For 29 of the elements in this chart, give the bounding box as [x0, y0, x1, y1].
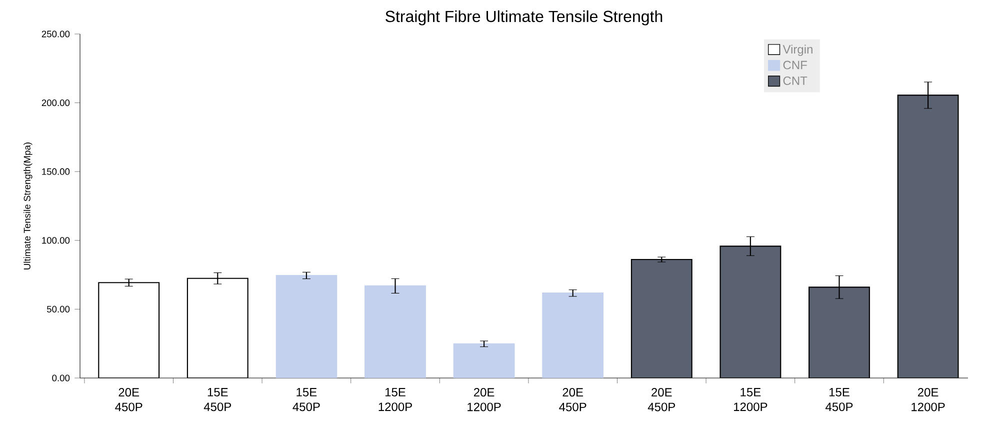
- x-tick-label: 20E 1200P: [468, 388, 501, 412]
- bar: [276, 274, 338, 378]
- y-tick-label: 100.00: [42, 237, 70, 244]
- x-tick-label: 15E 1200P: [378, 388, 412, 412]
- legend-label: Virgin: [782, 44, 812, 56]
- bar: [808, 286, 870, 378]
- x-tick-label: 20E 1200P: [912, 388, 945, 412]
- x-tick-label: 20E 450P: [559, 388, 586, 412]
- x-tick-label: 15E 450P: [826, 388, 853, 412]
- legend-label: CNT: [783, 76, 808, 85]
- y-tick-label: 250.00: [42, 30, 70, 38]
- bar: [720, 246, 782, 378]
- y-tick-label: 150.00: [42, 168, 70, 175]
- y-tick-label: 0.00: [52, 374, 70, 382]
- x-tick-label: 15E 1200P: [734, 388, 768, 412]
- bar: [364, 285, 426, 378]
- x-tick-label: 20E 450P: [648, 388, 676, 412]
- bar: [630, 258, 692, 378]
- bar: [453, 343, 515, 378]
- y-tick-label: 50.00: [46, 306, 70, 312]
- legend-label: CNF: [783, 60, 807, 70]
- x-tick-label: 15E 450P: [204, 388, 232, 412]
- bar: [542, 292, 604, 378]
- y-axis-title: Ultimate Tensile Strength(Mpa): [24, 142, 32, 270]
- x-tick-label: 20E 450P: [115, 388, 142, 412]
- y-tick-label: 200.00: [42, 100, 70, 106]
- x-tick-label: 15E 450P: [292, 388, 320, 412]
- bar: [897, 94, 959, 378]
- chart-title: Straight Fibre Ultimate Tensile Strength: [386, 10, 662, 26]
